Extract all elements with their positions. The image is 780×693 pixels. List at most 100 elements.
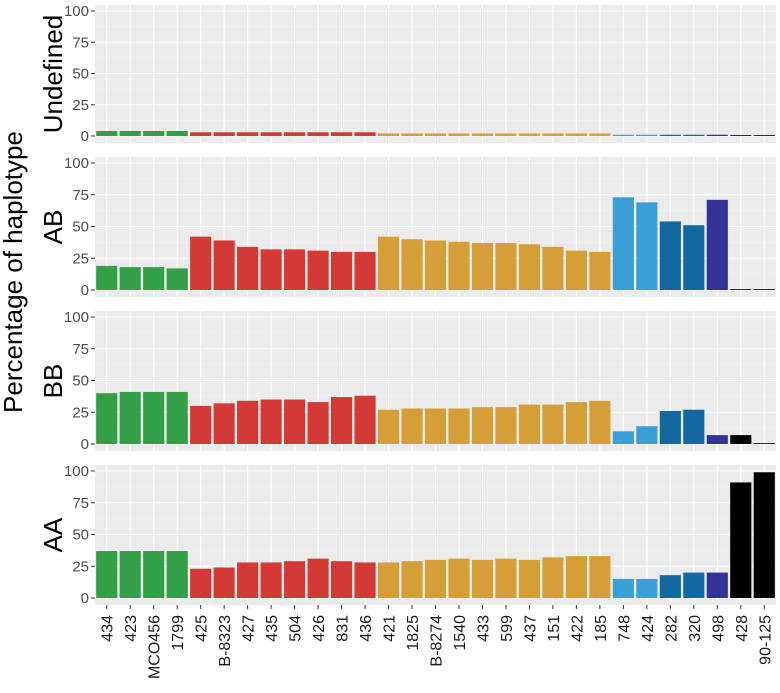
bar-ab-436 bbox=[354, 251, 376, 290]
panel-title: AB bbox=[38, 210, 68, 245]
bar-aa-b-8274 bbox=[424, 559, 447, 598]
facet-panels: 0255075100Undefined0255075100AB025507510… bbox=[38, 3, 776, 607]
bar-bb-433 bbox=[471, 407, 494, 444]
bar-undefined-151 bbox=[542, 133, 564, 136]
x-tick-label: 320 bbox=[687, 615, 704, 642]
x-tick-label: 423 bbox=[123, 615, 140, 642]
y-tick-label: 75 bbox=[72, 341, 89, 358]
x-tick-label: 151 bbox=[546, 615, 563, 642]
bar-undefined-748 bbox=[612, 134, 634, 136]
y-axis-title: Percentage of haplotype bbox=[0, 131, 28, 413]
bar-aa-427 bbox=[237, 562, 259, 598]
bar-bb-504 bbox=[284, 399, 306, 444]
bar-aa-424 bbox=[636, 578, 658, 598]
bar-bb-1799 bbox=[166, 391, 188, 444]
bar-undefined-185 bbox=[589, 133, 611, 136]
bar-aa-320 bbox=[683, 572, 705, 598]
bar-undefined-436 bbox=[354, 132, 376, 136]
bar-undefined-435 bbox=[260, 132, 282, 136]
bar-ab-433 bbox=[471, 243, 494, 290]
bar-ab-748 bbox=[612, 197, 634, 290]
x-tick-label: 1540 bbox=[452, 615, 469, 651]
bar-bb-151 bbox=[542, 404, 564, 444]
bar-undefined-831 bbox=[331, 132, 353, 136]
bar-bb-mco456 bbox=[143, 391, 165, 444]
bar-undefined-1540 bbox=[448, 133, 470, 136]
bar-ab-434 bbox=[96, 265, 118, 290]
panel-title: BB bbox=[38, 364, 68, 399]
bar-undefined-423 bbox=[119, 131, 141, 136]
bar-bb-421 bbox=[377, 409, 400, 444]
bar-undefined-1825 bbox=[401, 133, 423, 136]
x-tick-label: 498 bbox=[710, 615, 727, 642]
bar-aa-436 bbox=[354, 562, 376, 598]
bar-undefined-433 bbox=[471, 133, 494, 136]
bar-bb-1540 bbox=[448, 408, 470, 444]
bar-bb-435 bbox=[260, 399, 282, 444]
bar-undefined-mco456 bbox=[143, 131, 165, 136]
x-tick-label: B-8323 bbox=[217, 615, 234, 667]
bar-undefined-422 bbox=[565, 133, 587, 136]
y-tick-label: 75 bbox=[72, 187, 89, 204]
bar-aa-1799 bbox=[166, 551, 188, 598]
x-tick-label: 422 bbox=[569, 615, 586, 642]
bar-aa-435 bbox=[260, 562, 282, 598]
bar-undefined-90-125 bbox=[753, 135, 775, 136]
bar-undefined-428 bbox=[730, 135, 752, 136]
x-tick-label: 831 bbox=[335, 615, 352, 642]
panel-ab: 0 25 50 75 100 AB bbox=[38, 155, 776, 299]
x-tick-label: 424 bbox=[640, 615, 657, 642]
bar-ab-498 bbox=[706, 199, 728, 290]
y-tick-label: 50 bbox=[72, 219, 89, 236]
bar-bb-428 bbox=[730, 435, 752, 444]
bar-undefined-498 bbox=[706, 134, 728, 136]
y-tick-label: 50 bbox=[72, 527, 89, 544]
x-tick-label: 436 bbox=[358, 615, 375, 642]
bar-bb-b-8323 bbox=[213, 403, 235, 444]
y-tick-label: 100 bbox=[64, 155, 89, 172]
bar-ab-428 bbox=[730, 289, 752, 290]
bar-ab-1540 bbox=[448, 241, 470, 290]
bar-bb-434 bbox=[96, 393, 118, 444]
x-tick-label: 90-125 bbox=[757, 615, 774, 665]
x-tick-label: 185 bbox=[593, 615, 610, 642]
bar-ab-1825 bbox=[401, 239, 423, 290]
y-tick-label: 75 bbox=[72, 495, 89, 512]
bar-undefined-b-8323 bbox=[213, 132, 235, 136]
bar-aa-426 bbox=[307, 558, 329, 598]
panel-aa: 0 25 50 75 100 AA bbox=[38, 463, 776, 607]
y-tick-label: 75 bbox=[72, 34, 89, 51]
bar-bb-1825 bbox=[401, 408, 423, 444]
bar-ab-422 bbox=[565, 250, 587, 290]
y-tick-label: 0 bbox=[81, 128, 89, 145]
bar-aa-748 bbox=[612, 578, 634, 598]
bar-ab-320 bbox=[683, 225, 705, 290]
y-tick-label: 50 bbox=[72, 373, 89, 390]
y-tick-label: 25 bbox=[72, 97, 89, 114]
bar-ab-831 bbox=[331, 251, 353, 290]
y-tick-label: 100 bbox=[64, 309, 89, 326]
bar-aa-mco456 bbox=[143, 551, 165, 598]
bar-aa-b-8323 bbox=[213, 567, 235, 598]
bar-ab-426 bbox=[307, 250, 329, 290]
x-tick-label: 282 bbox=[663, 615, 680, 642]
bar-bb-427 bbox=[237, 400, 259, 444]
bar-aa-423 bbox=[119, 551, 141, 598]
bar-aa-433 bbox=[471, 559, 494, 598]
y-tick-label: 0 bbox=[81, 436, 89, 453]
bar-bb-282 bbox=[659, 410, 681, 444]
bar-bb-425 bbox=[190, 405, 212, 444]
bar-ab-b-8274 bbox=[424, 240, 447, 290]
bar-ab-1799 bbox=[166, 268, 188, 290]
x-tick-label: 428 bbox=[734, 615, 751, 642]
bar-bb-498 bbox=[706, 435, 728, 444]
y-tick-label: 0 bbox=[81, 590, 89, 607]
bar-undefined-b-8274 bbox=[424, 133, 447, 136]
x-tick-label: 433 bbox=[475, 615, 492, 642]
bar-aa-1825 bbox=[401, 561, 423, 598]
bar-undefined-426 bbox=[307, 132, 329, 136]
bar-ab-b-8323 bbox=[213, 240, 235, 290]
x-tick-label: MCO456 bbox=[147, 615, 164, 679]
bar-aa-504 bbox=[284, 561, 306, 598]
